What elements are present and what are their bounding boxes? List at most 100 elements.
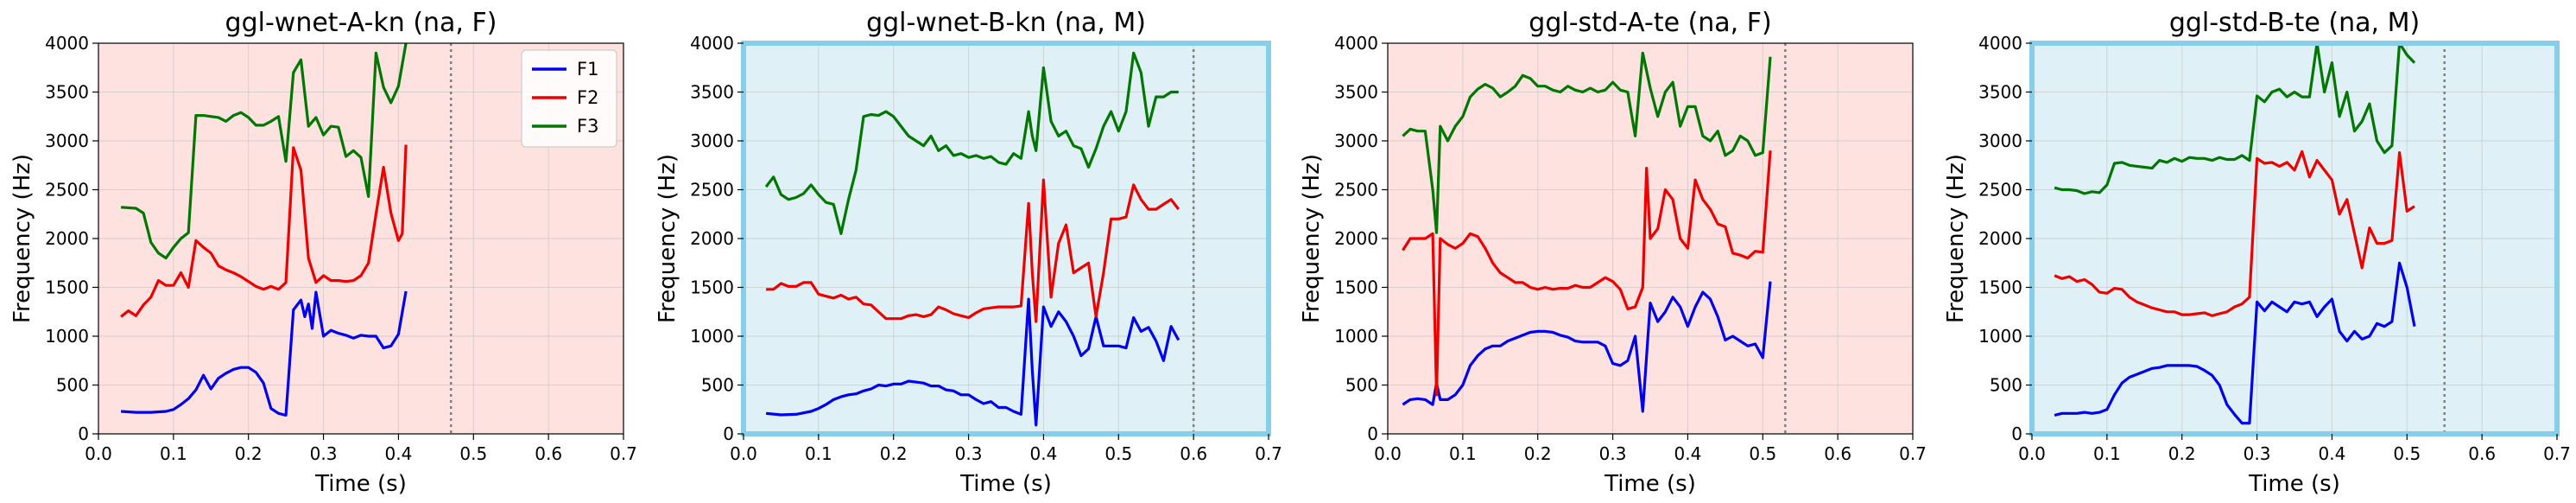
x-tick-label: 0.5 (2393, 443, 2421, 464)
y-tick-label: 3000 (1978, 131, 2022, 151)
x-tick-label: 0.4 (1030, 443, 1058, 464)
x-axis-label: Time (s) (1604, 471, 1696, 497)
x-tick-label: 0.2 (235, 443, 263, 464)
x-tick-label: 0.3 (955, 443, 983, 464)
x-tick-label: 0.2 (1524, 443, 1552, 464)
x-tick-label: 0.6 (2468, 443, 2496, 464)
y-tick-label: 4000 (690, 33, 734, 54)
x-tick-label: 0.0 (2018, 443, 2046, 464)
series-line-f3 (764, 51, 1179, 235)
y-tick-label: 3000 (1334, 131, 1378, 151)
y-tick-label: 500 (56, 375, 89, 396)
y-tick-label: 3500 (1978, 82, 2022, 103)
y-tick-label: 500 (701, 375, 734, 396)
x-tick-label: 0.6 (535, 443, 562, 464)
y-tick-label: 2500 (1334, 180, 1378, 201)
y-tick-label: 2500 (690, 180, 734, 201)
x-tick-label: 0.7 (2543, 443, 2571, 464)
x-tick-label: 0.0 (730, 443, 757, 464)
y-tick-label: 2000 (45, 228, 89, 249)
series-line-f1 (765, 297, 1180, 427)
chart-title: ggl-wnet-B-kn (na, M) (866, 8, 1146, 38)
y-tick-label: 1000 (45, 326, 89, 347)
legend-box (521, 49, 617, 148)
x-axis-label: Time (s) (2248, 471, 2340, 497)
y-tick-label: 3500 (45, 82, 89, 103)
chart-panel-3: 0.0 0.1 0.2 0.3 0.4 0.5 0.6 0.7 0 500 1000 1500 2000… (1299, 8, 1927, 497)
x-tick-label: 0.3 (2244, 443, 2271, 464)
x-tick-label: 0.1 (1449, 443, 1477, 464)
y-tick-label: 3000 (45, 131, 89, 151)
x-tick-label: 0.2 (2168, 443, 2196, 464)
x-tick-label: 0.3 (310, 443, 338, 464)
x-tick-label: 0.5 (459, 443, 487, 464)
y-tick-label: 1000 (690, 326, 734, 347)
chart-panel-2: 0.0 0.1 0.2 0.3 0.4 0.5 0.6 0.7 0 500 1000 1500 2000… (655, 8, 1282, 497)
series-line-f2 (766, 178, 1180, 323)
x-tick-label: 0.4 (1674, 443, 1702, 464)
y-tick-label: 0 (2011, 423, 2022, 444)
x-tick-label: 0.5 (1104, 443, 1132, 464)
y-tick-label: 2500 (1978, 180, 2022, 201)
chart-title: ggl-std-B-te (na, M) (2169, 8, 2420, 38)
y-tick-label: 0 (1367, 423, 1378, 444)
x-tick-label: 0.0 (85, 443, 112, 464)
y-tick-label: 1500 (1334, 277, 1378, 298)
x-tick-label: 0.7 (1255, 443, 1282, 464)
x-axis-label: Time (s) (959, 471, 1052, 497)
y-axis-label: Frequency (Hz) (9, 154, 35, 323)
y-tick-label: 2000 (690, 228, 734, 249)
series-line-f3 (2054, 43, 2416, 195)
y-tick-label: 1000 (1334, 326, 1378, 347)
x-tick-label: 0.1 (805, 443, 832, 464)
x-tick-label: 0.7 (610, 443, 637, 464)
x-tick-label: 0.4 (2319, 443, 2346, 464)
y-tick-label: 1500 (690, 277, 734, 298)
series-line-f2 (2054, 150, 2415, 317)
y-axis-label: Frequency (Hz) (1299, 154, 1325, 323)
legend-label-f3: F3 (577, 116, 598, 137)
series-line-f2 (1402, 150, 1772, 397)
x-tick-label: 0.4 (385, 443, 413, 464)
chart-panel-1: 0.0 0.1 0.2 0.3 0.4 0.5 0.6 0.7 0 500 1000 1500 2000… (9, 8, 637, 497)
chart-panel-4: 0.0 0.1 0.2 0.3 0.4 0.5 0.6 0.7 0 500 1000 1500 2000… (1943, 8, 2571, 497)
x-tick-label: 0.7 (1899, 443, 1927, 464)
y-tick-label: 500 (1345, 375, 1378, 396)
y-tick-label: 2500 (45, 180, 89, 201)
y-tick-label: 1500 (1978, 277, 2022, 298)
series-line-f1 (1402, 281, 1772, 413)
x-axis-label: Time (s) (314, 471, 407, 497)
x-tick-label: 0.6 (1180, 443, 1207, 464)
chart-title: ggl-wnet-A-kn (na, F) (225, 8, 497, 38)
y-tick-label: 0 (78, 423, 89, 444)
y-tick-label: 3000 (690, 131, 734, 151)
y-tick-label: 500 (1990, 375, 2022, 396)
x-tick-label: 0.3 (1599, 443, 1627, 464)
x-tick-label: 0.6 (1824, 443, 1851, 464)
x-tick-label: 0.0 (1374, 443, 1402, 464)
chart-title: ggl-std-A-te (na, F) (1529, 8, 1771, 38)
y-axis-label: Frequency (Hz) (655, 154, 680, 323)
y-tick-label: 4000 (1334, 33, 1378, 54)
series-line-f3 (1402, 51, 1772, 234)
y-tick-label: 1500 (45, 277, 89, 298)
series-line-f1 (120, 290, 408, 417)
x-tick-label: 0.5 (1749, 443, 1776, 464)
y-tick-label: 2000 (1334, 228, 1378, 249)
x-tick-label: 0.1 (2093, 443, 2121, 464)
legend-label-f1: F1 (577, 59, 598, 80)
legend-label-f2: F2 (577, 87, 598, 108)
series-line-f1 (2054, 261, 2416, 425)
y-tick-label: 4000 (45, 33, 89, 54)
y-tick-label: 1000 (1978, 326, 2022, 347)
y-tick-label: 4000 (1978, 33, 2022, 54)
y-tick-label: 0 (723, 423, 734, 444)
y-tick-label: 3500 (1334, 82, 1378, 103)
y-tick-label: 2000 (1978, 228, 2022, 249)
legend: F1 F2 F3 (521, 49, 617, 148)
x-tick-label: 0.2 (880, 443, 908, 464)
series-line-f3 (120, 43, 408, 260)
x-tick-label: 0.1 (160, 443, 187, 464)
series-line-f2 (120, 144, 408, 318)
